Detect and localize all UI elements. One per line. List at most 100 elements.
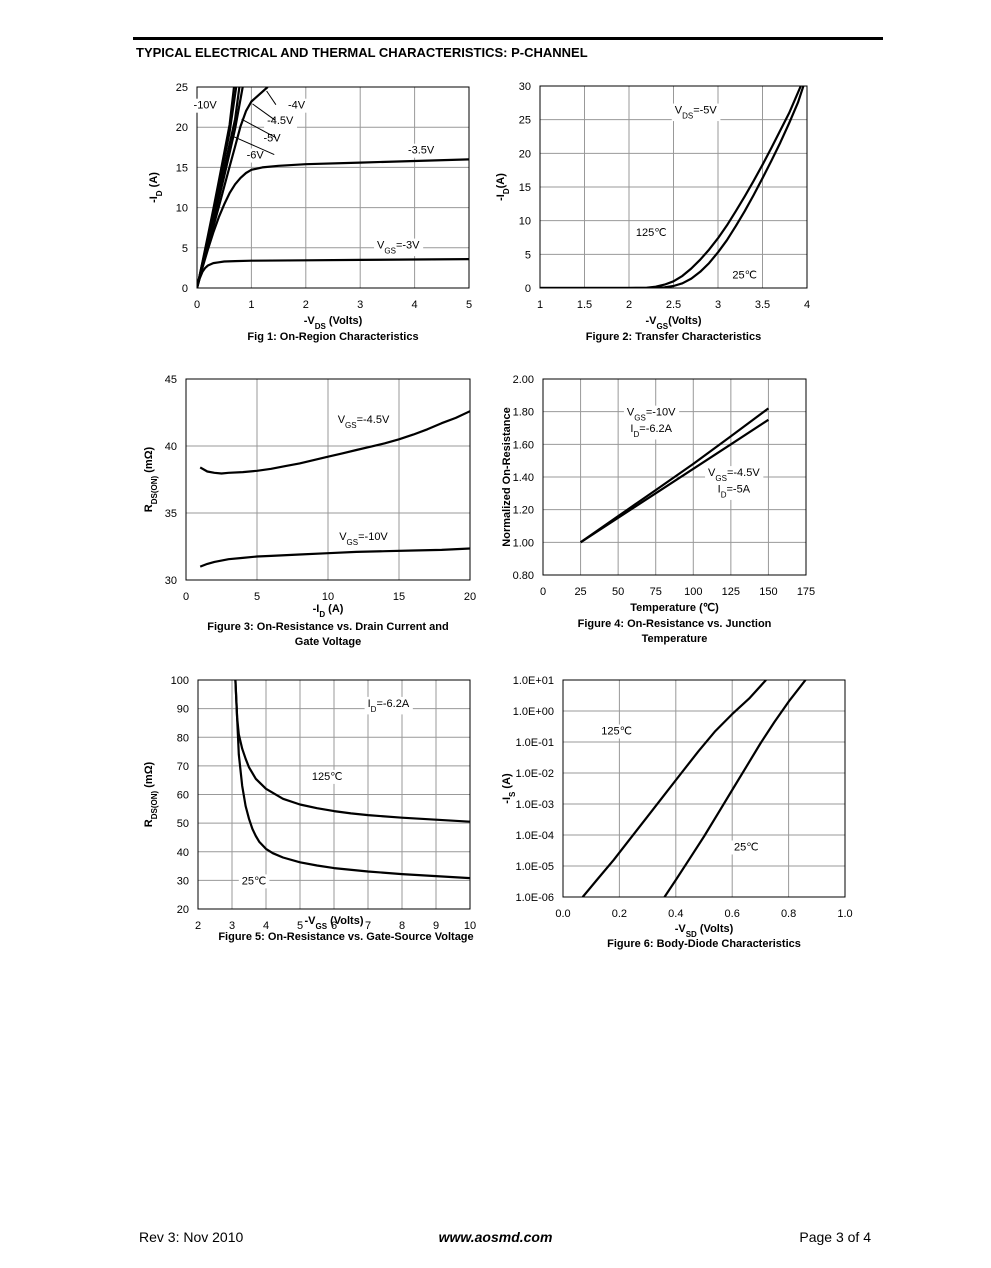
x-axis-label: -VSD (Volts) [675, 923, 734, 939]
x-tick-label: 5 [297, 920, 303, 932]
figure-caption-line2: Gate Voltage [295, 636, 361, 648]
y-tick-label: 1.60 [513, 439, 534, 451]
series-line [540, 86, 802, 288]
series-line [663, 680, 807, 897]
annotation-background [627, 422, 676, 440]
leader-line [233, 136, 275, 155]
x-tick-label: 150 [759, 586, 777, 598]
annotation-background [308, 769, 346, 784]
series-line [581, 680, 767, 897]
y-axis-label-group: RDS(ON) (mΩ) [143, 446, 159, 512]
fig2-chart: 1 1.5 2 2.5 3 3.5 4 0 5 10 15 20 25 30 VDS=-5V 125℃ 25℃ -… [495, 81, 810, 343]
x-tick-label: 25 [574, 586, 586, 598]
y-tick-label: 30 [519, 81, 531, 93]
x-tick-label: 100 [684, 586, 702, 598]
x-tick-label: 20 [464, 591, 476, 603]
x-tick-label: 1 [537, 299, 543, 311]
y-axis-label: RDS(ON) (mΩ) [143, 761, 159, 827]
plot-frame [542, 378, 807, 576]
x-tick-label: 0.0 [555, 908, 570, 920]
annotation-background [731, 840, 762, 855]
annotation-background [190, 98, 221, 113]
y-tick-label: 5 [182, 243, 188, 255]
y-axis-label-group: Normalized On-Resistance [501, 407, 513, 546]
fig5-chart: 2 3 4 5 6 7 8 9 10 20 30 40 50 60 70 80 90 100 ID=-6.2A 125… [143, 675, 476, 943]
annotation-background [705, 466, 764, 484]
annotation-label: -5V [264, 133, 282, 145]
x-axis-label: -ID (A) [313, 603, 344, 619]
y-axis-label-group: -IS (A) [501, 773, 517, 804]
annotation-label: -6V [247, 150, 265, 162]
x-tick-label: 15 [393, 591, 405, 603]
y-tick-label: 1.20 [513, 505, 534, 517]
annotation-label: 25℃ [734, 841, 759, 853]
y-tick-label: 2.00 [513, 374, 534, 386]
x-tick-label: 7 [365, 920, 371, 932]
y-tick-label: 0 [182, 283, 188, 295]
y-tick-label: 90 [177, 704, 189, 716]
y-axis-label-group: RDS(ON) (mΩ) [143, 761, 159, 827]
x-tick-label: 1 [248, 299, 254, 311]
series-line [234, 680, 470, 880]
x-axis-label: Temperature (℃) [630, 602, 719, 614]
annotation-label: VGS=-4.5V [338, 414, 390, 430]
annotation-label: 125℃ [601, 726, 632, 738]
y-tick-label: 1.00 [513, 537, 534, 549]
annotation-background [374, 238, 424, 257]
x-tick-label: 0.8 [781, 908, 796, 920]
plot-frame [539, 85, 808, 289]
header-rule [133, 37, 883, 40]
annotation-label: -10V [194, 100, 218, 112]
x-axis-label: -VDS (Volts) [304, 315, 363, 331]
x-tick-label: 3 [715, 299, 721, 311]
figure-caption: Figure 4: On-Resistance vs. Junction [578, 618, 772, 630]
x-tick-label: 10 [322, 591, 334, 603]
y-axis-label: Normalized On-Resistance [501, 407, 513, 546]
annotation-label: 25℃ [242, 875, 267, 887]
x-tick-label: 9 [433, 920, 439, 932]
annotation-background [336, 529, 392, 548]
annotation-label: -3.5V [408, 145, 435, 157]
x-tick-label: 125 [722, 586, 740, 598]
series-line [197, 258, 469, 288]
y-tick-label: 40 [177, 847, 189, 859]
figure-caption: Figure 3: On-Resistance vs. Drain Curren… [207, 621, 448, 633]
annotation-label: 125℃ [636, 227, 667, 239]
x-axis-label: -VGS (Volts) [304, 915, 363, 931]
annotation-background [264, 113, 298, 128]
y-tick-label: 50 [177, 818, 189, 830]
y-tick-label: 30 [177, 875, 189, 887]
y-tick-label: 10 [519, 216, 531, 228]
annotation-background [729, 268, 760, 283]
series-line [199, 410, 470, 475]
annotation-background [260, 131, 285, 146]
y-tick-label: 100 [171, 675, 189, 687]
y-tick-label: 60 [177, 790, 189, 802]
y-tick-label: 20 [177, 904, 189, 916]
y-tick-label: 70 [177, 761, 189, 773]
y-axis-label-group: -ID (A) [148, 172, 164, 203]
annotation-label: VDS=-5V [675, 105, 718, 121]
page-title: TYPICAL ELECTRICAL AND THERMAL CHARACTER… [136, 45, 588, 60]
x-tick-label: 5 [466, 299, 472, 311]
x-tick-label: 50 [612, 586, 624, 598]
x-tick-label: 175 [797, 586, 815, 598]
y-tick-label: 35 [165, 508, 177, 520]
y-tick-label: 5 [525, 249, 531, 261]
x-tick-label: 0.6 [725, 908, 740, 920]
y-tick-label: 15 [519, 182, 531, 194]
x-tick-label: 6 [331, 920, 337, 932]
figure-caption: Fig 1: On-Region Characteristics [247, 331, 418, 343]
annotation-label: -4.5V [267, 115, 294, 127]
plot-frame [196, 86, 470, 289]
annotation-background [671, 103, 721, 122]
footer-revision: Rev 3: Nov 2010 [139, 1229, 244, 1245]
annotation-label: 25℃ [732, 270, 757, 282]
x-tick-label: 0.2 [612, 908, 627, 920]
x-tick-label: 0 [540, 586, 546, 598]
x-tick-label: 2 [303, 299, 309, 311]
annotation-background [598, 724, 635, 739]
y-tick-label: 25 [519, 115, 531, 127]
plot-frame [197, 679, 471, 910]
